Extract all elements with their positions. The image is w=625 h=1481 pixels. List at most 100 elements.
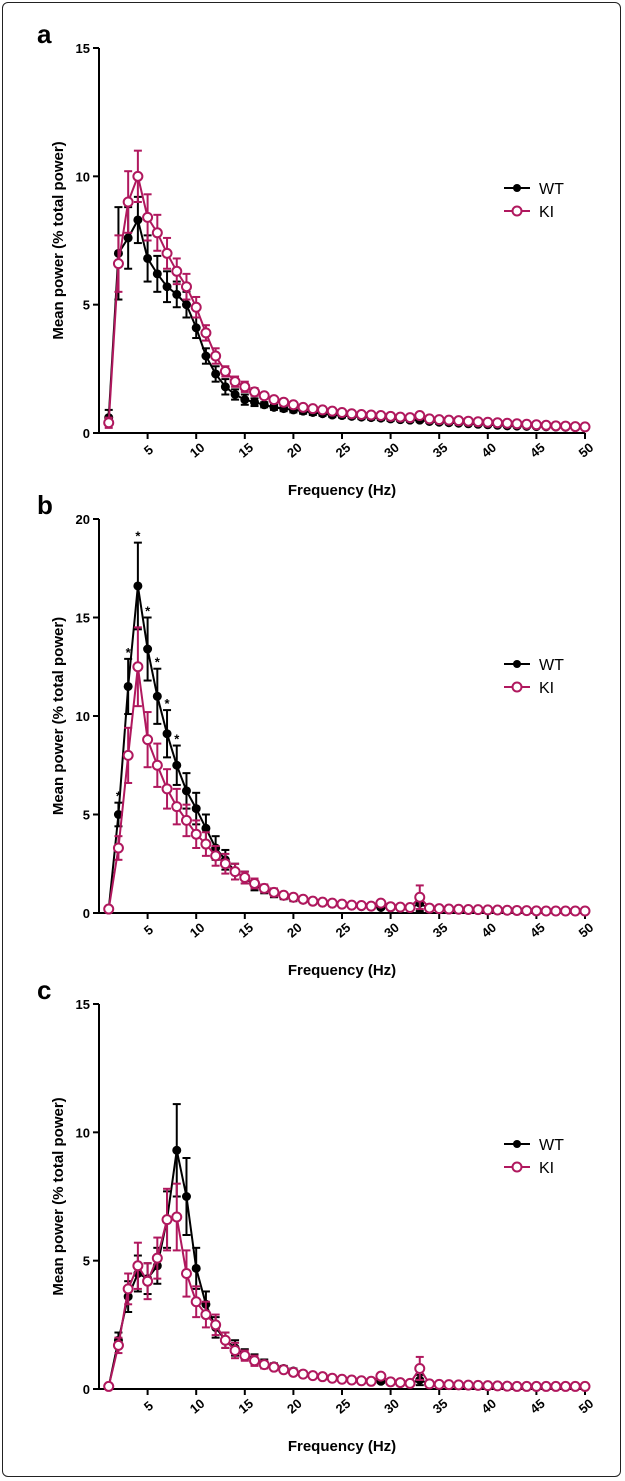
significance-star: *: [135, 529, 141, 544]
data-point-ki: [492, 1380, 504, 1392]
data-point-ki: [200, 1309, 212, 1321]
data-point-ki: [307, 403, 319, 415]
legend-label: WT: [539, 657, 564, 674]
legend-item-KI: KI: [504, 680, 554, 697]
legend-item-KI: KI: [504, 1160, 554, 1177]
data-point-ki: [317, 404, 329, 416]
data-point-ki: [103, 417, 115, 429]
data-point-wt: [172, 760, 182, 770]
data-point-ki: [511, 1380, 523, 1392]
x-tick-label: 30: [381, 920, 402, 941]
panel-letter-b: b: [37, 490, 53, 520]
data-point-ki: [297, 401, 309, 413]
data-point-wt: [230, 390, 240, 399]
x-tick-label: 45: [527, 920, 548, 941]
x-tick-label: 30: [381, 1396, 402, 1417]
data-point-ki: [414, 891, 426, 903]
data-point-wt: [152, 691, 162, 701]
data-point-ki: [443, 414, 455, 426]
data-point-ki: [443, 1379, 455, 1391]
data-point-ki: [365, 409, 377, 421]
legend-marker: [511, 681, 523, 693]
data-point-ki: [336, 898, 348, 910]
series-KI: [103, 1182, 591, 1392]
data-point-ki: [540, 419, 552, 431]
data-point-ki: [511, 904, 523, 916]
data-point-ki: [132, 661, 144, 673]
data-point-wt: [162, 282, 172, 292]
data-point-ki: [472, 416, 484, 428]
data-point-ki: [355, 900, 367, 912]
data-point-ki: [482, 904, 494, 916]
series-WT: [104, 195, 590, 433]
data-point-ki: [132, 170, 144, 182]
data-point-ki: [453, 903, 465, 915]
significance-star: *: [174, 732, 180, 747]
legend-item-WT: WT: [504, 1137, 564, 1154]
data-point-ki: [550, 1380, 562, 1392]
data-point-wt: [152, 269, 162, 279]
data-point-ki: [122, 1283, 134, 1295]
data-point-ki: [482, 1380, 494, 1392]
data-point-ki: [180, 281, 192, 293]
data-point-ki: [433, 1378, 445, 1390]
data-point-ki: [112, 842, 124, 854]
data-point-ki: [249, 386, 261, 398]
data-point-ki: [423, 902, 435, 914]
data-point-ki: [560, 420, 572, 432]
data-point-wt: [181, 786, 191, 796]
data-point-wt: [201, 351, 211, 361]
data-point-ki: [326, 1372, 338, 1384]
legend-marker: [513, 1140, 521, 1148]
x-tick-label: 5: [141, 922, 156, 938]
x-tick-label: 45: [527, 1396, 548, 1417]
data-point-ki: [297, 893, 309, 905]
data-point-ki: [171, 801, 183, 813]
x-tick-label: 20: [284, 920, 305, 941]
y-axis-title: Mean power (% total power): [50, 141, 67, 339]
data-point-ki: [540, 1380, 552, 1392]
data-point-ki: [365, 1375, 377, 1387]
data-point-ki: [492, 417, 504, 429]
data-point-ki: [394, 411, 406, 423]
data-point-ki: [103, 1380, 115, 1392]
data-point-wt: [191, 804, 201, 814]
significance-star: *: [165, 696, 171, 711]
data-point-ki: [258, 1359, 270, 1371]
data-point-ki: [462, 1379, 474, 1391]
data-point-ki: [249, 1355, 261, 1367]
legend-label: WT: [539, 1137, 564, 1154]
data-point-ki: [142, 211, 154, 223]
data-point-ki: [560, 905, 572, 917]
data-point-ki: [375, 1370, 387, 1382]
data-point-ki: [229, 1345, 241, 1356]
data-point-ki: [278, 889, 290, 901]
data-point-ki: [385, 410, 397, 422]
y-axis-title: Mean power (% total power): [50, 1097, 67, 1295]
data-point-ki: [258, 390, 270, 402]
data-point-ki: [394, 901, 406, 913]
y-tick-label: 15: [76, 41, 90, 56]
data-point-ki: [462, 903, 474, 915]
legend-label: WT: [539, 181, 564, 198]
x-tick-label: 20: [284, 1396, 305, 1417]
data-point-wt: [162, 729, 172, 739]
data-point-ki: [122, 749, 134, 761]
data-point-ki: [151, 1252, 163, 1264]
data-point-wt: [143, 644, 153, 654]
data-point-ki: [550, 905, 562, 917]
data-point-ki: [171, 1211, 183, 1223]
data-point-wt: [220, 382, 230, 392]
y-tick-label: 10: [76, 169, 90, 184]
y-axis-title: Mean power (% total power): [50, 617, 67, 815]
data-point-ki: [521, 1380, 533, 1392]
data-point-ki: [540, 905, 552, 917]
data-point-ki: [278, 396, 290, 408]
data-point-ki: [297, 1368, 309, 1380]
data-point-ki: [346, 408, 358, 420]
y-tick-label: 5: [83, 1254, 90, 1269]
data-point-ki: [142, 734, 154, 746]
data-point-ki: [336, 1373, 348, 1385]
data-point-ki: [453, 1379, 465, 1391]
x-tick-label: 25: [333, 440, 354, 461]
